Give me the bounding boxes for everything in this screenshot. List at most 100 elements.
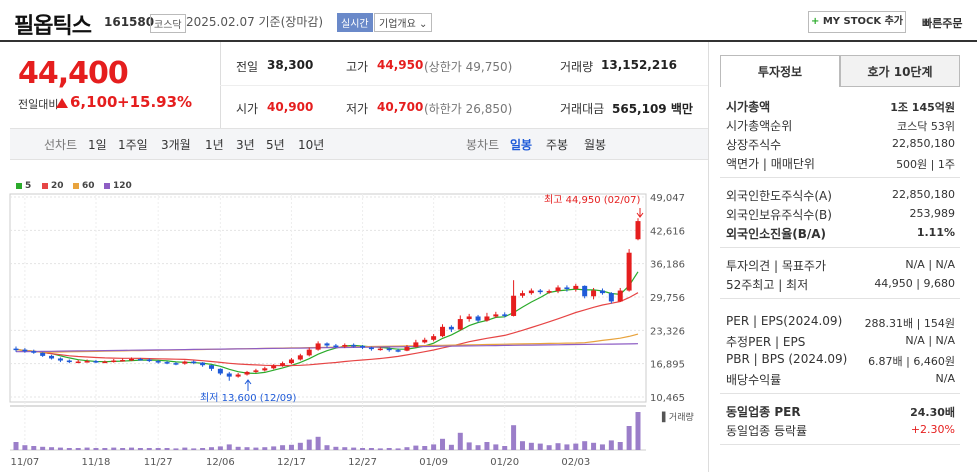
volume-bar (288, 444, 294, 450)
volume-bar (333, 446, 339, 450)
candle-body (111, 360, 117, 363)
tab-invest-info[interactable]: 투자정보 (720, 55, 840, 87)
amount-unit: 백만 (670, 102, 693, 116)
candle-body (404, 347, 410, 351)
legend-ma20: 20 (42, 181, 64, 191)
volume-bar (546, 445, 552, 450)
info-label: 상장주식수 (726, 138, 782, 152)
info-separator (720, 393, 960, 394)
legend-swatch (16, 182, 22, 189)
info-value: 코스닥 53위 (897, 120, 955, 133)
candle-body (626, 252, 632, 291)
legend-label: 120 (113, 181, 132, 191)
volume-bar (226, 444, 232, 450)
volume-bar (537, 443, 543, 450)
volume-bar (146, 448, 152, 450)
info-label: 외국인소진율(B/A) (726, 227, 827, 241)
candle-body (22, 349, 28, 352)
candle-body (173, 363, 179, 365)
info-separator (720, 177, 960, 178)
quick-order-button[interactable]: 빠른주문 (922, 17, 963, 30)
info-label: 추정PER | EPS (726, 335, 806, 349)
volume-bar (422, 446, 428, 450)
volume-bar (120, 448, 126, 450)
volume-bar (582, 441, 588, 450)
stock-header (0, 0, 977, 42)
mystock-label: MY STOCK 추가 (822, 16, 904, 27)
candle-body (537, 290, 543, 293)
x-tick-label: 01/20 (490, 457, 519, 468)
candle-body (431, 336, 437, 340)
candle-chart-label: 봉차트 (466, 138, 500, 152)
volume-bar (111, 447, 117, 450)
candle-body (395, 350, 401, 352)
x-tick-label: 02/03 (561, 457, 590, 468)
candle-body (164, 362, 170, 364)
volume-bar (413, 445, 419, 450)
period-10y[interactable]: 10년 (298, 138, 325, 152)
volume-bar (208, 447, 214, 450)
volume-bar (493, 444, 499, 450)
candle-daily[interactable]: 일봉 (510, 138, 533, 152)
volume-bar (591, 442, 597, 450)
candle-body (342, 344, 348, 347)
info-value: 44,950 | 9,680 (874, 277, 955, 290)
volume-bar (377, 448, 383, 450)
high-value: 44,950 (377, 58, 424, 72)
volume-bar (75, 448, 81, 450)
candle-body (235, 374, 241, 377)
tab-orderbook[interactable]: 호가 10단계 (840, 55, 960, 87)
volume-bar (351, 447, 357, 450)
volume-label: 거래량 (560, 60, 594, 74)
volume-bar (253, 447, 259, 450)
realtime-button[interactable]: 실시간 (337, 13, 373, 32)
overview-label: 기업개요 (379, 19, 416, 30)
candle-body (84, 361, 90, 363)
low-label: 저가 (346, 102, 369, 116)
company-overview-dropdown[interactable]: 기업개요 ⌄ (374, 13, 433, 32)
low-value: 40,700 (377, 100, 424, 114)
info-value: N/A (935, 372, 955, 385)
x-tick-label: 12/17 (277, 457, 306, 468)
amount-value: 565,109 백만 (612, 100, 693, 117)
candle-weekly[interactable]: 주봉 (546, 138, 569, 152)
legend-label: 20 (51, 181, 64, 191)
stock-chart[interactable]: 49,047 42,616 36,186 29,756 23,326 16,895 10,4… (0, 0, 708, 472)
info-label: 동일업종 PER (726, 405, 801, 419)
candle-body (608, 293, 614, 302)
period-5y[interactable]: 5년 (266, 138, 285, 152)
amount-label: 거래대금 (560, 102, 605, 116)
volume-bar (173, 448, 179, 450)
candle-body (208, 365, 214, 369)
period-3y[interactable]: 3년 (236, 138, 255, 152)
market-badge: 코스닥 (150, 14, 186, 33)
add-my-stock-button[interactable]: + MY STOCK 추가 (808, 11, 906, 33)
info-value: 22,850,180 (892, 188, 955, 201)
candle-body (351, 344, 357, 347)
ma20-line (15, 292, 639, 367)
volume-bar (502, 446, 508, 450)
legend-swatch (42, 182, 48, 189)
candle-monthly[interactable]: 월봉 (584, 138, 607, 152)
stock-code: 161580 (104, 15, 155, 29)
volume-bar (13, 442, 19, 450)
volume-bar (555, 443, 561, 450)
high-label: 고가 (346, 60, 369, 74)
volume-bar (271, 446, 277, 450)
volume-bar (360, 448, 366, 450)
plus-icon: + (810, 16, 820, 27)
period-1y[interactable]: 1년 (205, 138, 224, 152)
period-3m[interactable]: 3개월 (161, 138, 191, 152)
candle-body (546, 291, 552, 293)
info-value: 1.11% (916, 226, 955, 239)
candle-body (120, 360, 126, 362)
info-label: 52주최고 | 최저 (726, 278, 809, 292)
stock-name: 필옵틱스 (14, 14, 92, 39)
volume-bar (404, 447, 410, 450)
period-1w[interactable]: 1주일 (118, 138, 148, 152)
open-value: 40,900 (267, 100, 314, 114)
volume-bar (137, 448, 143, 450)
info-value: 500원 | 1주 (896, 158, 955, 171)
candle-body (484, 316, 490, 321)
period-1d[interactable]: 1일 (88, 138, 107, 152)
